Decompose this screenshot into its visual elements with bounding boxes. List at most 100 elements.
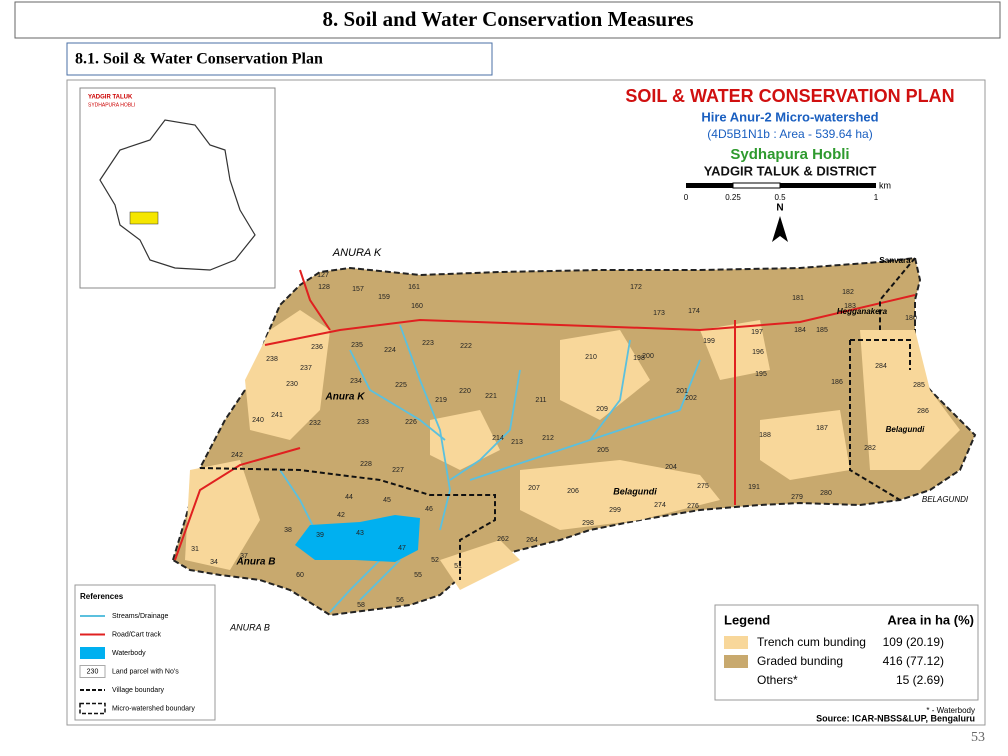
legend-area-header: Area in ha (%) — [887, 612, 974, 627]
parcel-label: 188 — [759, 432, 771, 439]
patch — [430, 410, 500, 470]
place-label: Anura B — [236, 557, 276, 568]
parcel-label: 282 — [864, 445, 876, 452]
parcel-label: 183 — [844, 303, 856, 310]
legend-area: 109 (20.19) — [883, 635, 944, 649]
legend-box — [714, 604, 979, 701]
parcel-label: 191 — [748, 484, 760, 491]
parcel-label: 34 — [210, 559, 218, 566]
parcel-label: 31 — [191, 546, 199, 553]
parcel-label: 242 — [231, 452, 243, 459]
references-title: References — [80, 592, 124, 601]
parcel-label: 235 — [351, 342, 363, 349]
map-watershed: Hire Anur-2 Micro-watershed — [701, 109, 878, 124]
road — [264, 294, 916, 346]
ref-label: Road/Cart track — [112, 631, 162, 638]
parcel-label: 207 — [528, 485, 540, 492]
parcel-label: 159 — [378, 294, 390, 301]
scale-tick-label: 1 — [874, 193, 879, 202]
parcel-label: 221 — [485, 393, 497, 400]
ref-label: Micro-watershed boundary — [112, 705, 195, 712]
parcel-label: 241 — [271, 412, 283, 419]
parcel-label: 298 — [582, 520, 594, 527]
parcel-label: 202 — [685, 395, 697, 402]
parcel-label: 275 — [697, 483, 709, 490]
parcel-label: 182 — [842, 289, 854, 296]
parcel-label: 213 — [511, 439, 523, 446]
parcel-label: 172 — [630, 284, 642, 291]
scale-tick-label: 0 — [684, 193, 689, 202]
parcel-label: 185 — [816, 327, 828, 334]
parcel-label: 220 — [459, 388, 471, 395]
legend-area: 416 (77.12) — [883, 654, 944, 668]
parcel-label: 184 — [794, 327, 806, 334]
village-boundary — [850, 339, 911, 370]
legend-swatch — [723, 673, 749, 688]
place-label: Hegganakera — [837, 307, 888, 316]
parcel-label: 44 — [345, 494, 353, 501]
parcel-label: 51 — [454, 563, 462, 570]
parcel-label: 276 — [687, 503, 699, 510]
parcel-label: 233 — [357, 419, 369, 426]
road — [174, 447, 301, 561]
parcel-label: 214 — [492, 435, 504, 442]
parcel-label: 279 — [791, 494, 803, 501]
parcel-label: 47 — [398, 545, 406, 552]
parcel-label: 37 — [240, 553, 248, 560]
stream — [349, 349, 446, 441]
scale-segment — [780, 183, 876, 188]
parcel-label: 197 — [751, 329, 763, 336]
parcel-label: 232 — [309, 420, 321, 427]
parcel-label: 236 — [311, 344, 323, 351]
inset-outline — [99, 119, 256, 271]
parcel-label: 205 — [597, 447, 609, 454]
road — [299, 269, 331, 331]
page-number: 53 — [971, 730, 985, 745]
patch — [520, 460, 720, 530]
stream — [589, 359, 701, 441]
parcel-label: 264 — [526, 537, 538, 544]
header-box — [14, 1, 1001, 39]
patch — [760, 410, 850, 480]
place-label: BELAGUNDI — [922, 495, 969, 504]
parcel-label: 52 — [431, 557, 439, 564]
trench-patches — [185, 310, 960, 590]
parcel-label: 46 — [425, 506, 433, 513]
parcel-label: 238 — [266, 356, 278, 363]
parcel-label: 186 — [831, 379, 843, 386]
ref-label: Streams/Drainage — [112, 613, 169, 620]
inset-subtitle: SYDHAPURA HOBLI — [88, 102, 135, 108]
map-hobli: Sydhapura Hobli — [730, 146, 849, 163]
scale-tick-label: 0.5 — [774, 193, 786, 202]
village-boundary — [199, 467, 496, 580]
parcel-label: 39 — [316, 532, 324, 539]
parcel-label: 262 — [497, 536, 509, 543]
parcel-label: 284 — [875, 363, 887, 370]
patch — [245, 310, 330, 440]
map-code: (4D5B1N1b : Area - 539.64 ha) — [707, 127, 872, 141]
parcel-label: 180 — [905, 315, 917, 322]
legend-swatch — [724, 636, 748, 649]
inset-title: YADGIR TALUK — [88, 95, 133, 101]
parcel-label: 226 — [405, 419, 417, 426]
parcel-label: 173 — [653, 310, 665, 317]
ref-waterbody — [80, 647, 105, 659]
parcel-label: 222 — [460, 343, 472, 350]
parcel-label: 274 — [654, 502, 666, 509]
parcel-label: 38 — [284, 527, 292, 534]
legend-title: Legend — [724, 612, 770, 627]
parcel-label: 209 — [596, 406, 608, 413]
patch — [860, 330, 960, 470]
inset-highlight — [129, 211, 159, 225]
parcel-label: 211 — [535, 397, 546, 404]
parcel-label: 56 — [396, 597, 404, 604]
stream — [329, 559, 401, 613]
map: YADGIR TALUK SYDHAPURA HOBLI SOIL & WATE… — [74, 86, 979, 723]
parcel-label: 204 — [665, 464, 677, 471]
place-label: ANURA B — [229, 622, 270, 632]
parcel-label: 198 — [633, 355, 645, 362]
parcel-label: 224 — [384, 347, 396, 354]
map-taluk: YADGIR TALUK & DISTRICT — [704, 163, 877, 178]
parcel-label: 285 — [913, 382, 925, 389]
scale-segment — [686, 183, 733, 188]
